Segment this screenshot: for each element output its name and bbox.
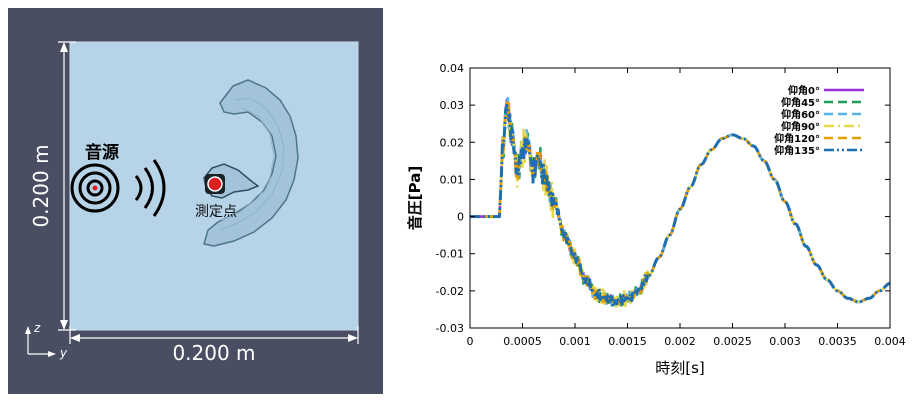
x-tick-label: 0.0035 [818, 335, 857, 348]
axis-y-label: y [59, 346, 68, 360]
x-tick-label: 0.001 [559, 335, 591, 348]
series-line [469, 102, 891, 310]
series-line [469, 103, 891, 307]
y-tick-label: 0 [457, 211, 464, 224]
y-axis-ticks: 0.04 0.03 0.02 0.01 0 -0.01 -0.02 -0.03 [436, 62, 890, 335]
axis-z-label: z [33, 321, 41, 335]
y-tick-label: 0.01 [440, 173, 465, 186]
sound-source-icon [70, 163, 120, 213]
chart-panel: 0.04 0.03 0.02 0.01 0 -0.01 -0.02 -0.03 0 0.0005… [400, 45, 915, 395]
simulation-figure: 測定点 音源 0.200 m [8, 8, 383, 394]
y-axis-label: 音圧[Pa] [406, 166, 424, 230]
y-tick-label: 0.02 [440, 136, 465, 149]
legend-label: 仰角135° [774, 144, 820, 157]
x-tick-label: 0.002 [664, 335, 696, 348]
series-line [469, 98, 891, 306]
x-axis-ticks: 0 0.0005 0.001 0.0015 0.002 0.0025 0.003 0.0035… [467, 68, 906, 348]
legend: 仰角0°仰角45°仰角60°仰角90°仰角120°仰角135° [774, 84, 864, 157]
y-tick-label: 0.04 [440, 62, 465, 75]
width-dimension [69, 326, 359, 344]
legend-label: 仰角90° [781, 120, 820, 133]
measure-point-icon [207, 176, 223, 192]
ear-inner-ridge-2 [221, 107, 275, 221]
sound-wave-icon [134, 159, 166, 217]
legend-label: 仰角45° [781, 96, 820, 109]
width-label: 0.200 m [172, 341, 255, 365]
y-tick-label: -0.01 [436, 248, 464, 261]
x-axis-label: 時刻[s] [655, 359, 705, 377]
domain-border [69, 41, 359, 331]
x-tick-label: 0.0015 [608, 335, 647, 348]
legend-label: 仰角60° [781, 108, 820, 121]
axis-triad [25, 326, 56, 357]
ear-inner-ridge [219, 97, 285, 231]
legend-label: 仰角120° [774, 132, 820, 145]
series-line [469, 94, 891, 307]
x-tick-label: 0 [467, 335, 474, 348]
height-label: 0.200 m [29, 144, 53, 227]
legend-label: 仰角0° [788, 84, 820, 97]
sound-source-label: 音源 [85, 142, 119, 163]
simulation-panel: 測定点 音源 0.200 m [8, 8, 383, 394]
plot-frame [469, 67, 891, 329]
y-tick-label: -0.02 [436, 285, 464, 298]
x-tick-label: 0.004 [874, 335, 906, 348]
x-tick-label: 0.0005 [503, 335, 542, 348]
measure-point-label: 測定点 [195, 204, 237, 220]
pressure-chart: 0.04 0.03 0.02 0.01 0 -0.01 -0.02 -0.03 0 0.0005… [406, 62, 906, 377]
series-lines [469, 94, 891, 310]
y-tick-label: 0.03 [440, 99, 465, 112]
x-tick-label: 0.003 [769, 335, 801, 348]
x-tick-label: 0.0025 [713, 335, 752, 348]
series-line [469, 98, 891, 306]
height-dimension [58, 41, 76, 331]
y-tick-label: -0.03 [436, 322, 464, 335]
